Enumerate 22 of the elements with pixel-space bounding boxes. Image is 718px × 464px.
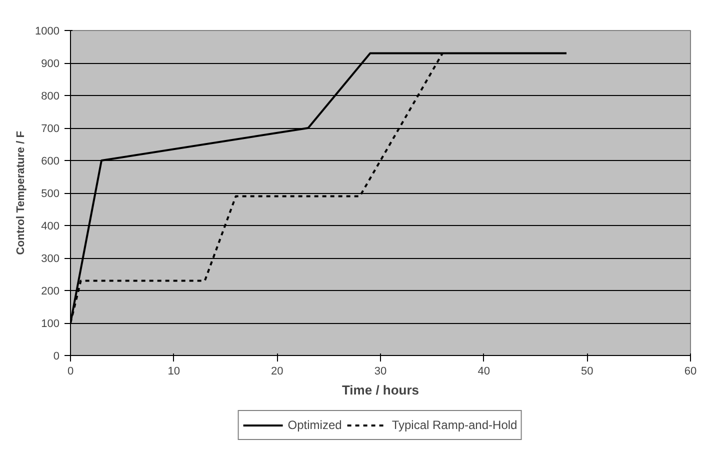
y-tick-label: 500 bbox=[41, 188, 60, 200]
x-tick-label: 20 bbox=[271, 366, 284, 378]
y-tick-label: 800 bbox=[41, 90, 60, 102]
y-tick-label: 400 bbox=[41, 220, 60, 232]
y-tick-label: 100 bbox=[41, 318, 60, 330]
x-tick-label: 30 bbox=[374, 366, 387, 378]
y-tick-label: 700 bbox=[41, 123, 60, 135]
x-tick-label: 60 bbox=[684, 366, 697, 378]
x-axis-title: Time / hours bbox=[342, 382, 420, 398]
y-axis-title: Control Temperature / F bbox=[15, 130, 28, 255]
legend-label: Optimized bbox=[288, 418, 342, 432]
x-tick-label: 50 bbox=[581, 366, 594, 378]
x-tick-label: 40 bbox=[478, 366, 490, 378]
legend-label: Typical Ramp-and-Hold bbox=[392, 418, 518, 432]
y-tick-label: 300 bbox=[41, 253, 60, 265]
y-tick-label: 900 bbox=[41, 58, 60, 70]
y-tick-label: 0 bbox=[53, 350, 60, 362]
y-tick-label: 600 bbox=[41, 156, 60, 168]
x-tick-label: 0 bbox=[67, 366, 74, 378]
y-tick-label: 1000 bbox=[35, 26, 60, 38]
y-tick-label: 200 bbox=[41, 286, 60, 298]
x-tick-label: 10 bbox=[168, 366, 180, 378]
